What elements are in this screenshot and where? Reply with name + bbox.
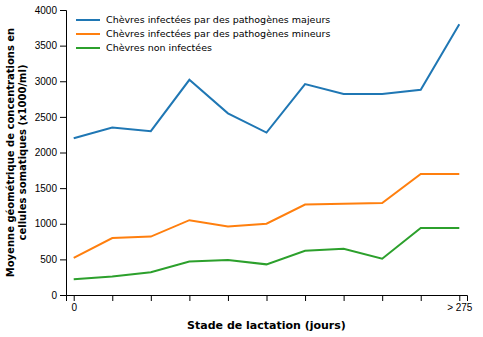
y-tick-mark bbox=[60, 46, 66, 47]
x-axis-line bbox=[67, 296, 468, 302]
chart: 0 > 275 0 500 1000 1500 2000 2500 3000 3500 4000 Ch… bbox=[0, 0, 483, 337]
legend-swatch bbox=[76, 19, 100, 21]
y-tick-label: 2500 bbox=[35, 112, 58, 123]
y-tick: 500 bbox=[40, 254, 66, 265]
x-tick bbox=[267, 295, 268, 301]
x-tick-mark bbox=[344, 295, 345, 301]
legend-label: Chèvres infectées par des pathogènes min… bbox=[106, 28, 331, 39]
y-tick-label: 0 bbox=[51, 290, 57, 301]
series-line bbox=[74, 24, 460, 138]
x-tick-mark bbox=[459, 295, 460, 301]
y-axis-title: Moyenne géométrique de concentrations en… bbox=[5, 28, 28, 277]
legend-swatch bbox=[76, 47, 100, 49]
y-tick-mark bbox=[60, 224, 66, 225]
series-line bbox=[74, 174, 460, 258]
y-tick: 1500 bbox=[35, 183, 66, 194]
legend: Chèvres infectées par des pathogènes maj… bbox=[76, 14, 331, 53]
x-tick-label: > 275 bbox=[447, 302, 473, 313]
x-tick: 0 bbox=[71, 295, 77, 313]
x-tick bbox=[305, 295, 306, 301]
x-axis: 0 > 275 bbox=[67, 295, 473, 313]
legend-item: Chèvres non infectées bbox=[76, 42, 212, 53]
y-tick-label: 2000 bbox=[35, 147, 58, 158]
y-axis-line bbox=[60, 11, 67, 296]
x-tick bbox=[189, 295, 190, 301]
x-tick-label: 0 bbox=[71, 302, 77, 313]
y-tick-label: 1000 bbox=[35, 218, 58, 229]
y-tick-label: 3000 bbox=[35, 76, 58, 87]
x-tick bbox=[344, 295, 345, 301]
x-tick-mark bbox=[382, 295, 383, 301]
legend-label: Chèvres infectées par des pathogènes maj… bbox=[106, 14, 330, 25]
y-tick-mark bbox=[60, 295, 66, 296]
x-axis-title: Stade de lactation (jours) bbox=[187, 319, 346, 332]
y-tick-mark bbox=[60, 153, 66, 154]
y-tick-label: 3500 bbox=[35, 40, 58, 51]
x-tick bbox=[382, 295, 383, 301]
x-tick-mark bbox=[305, 295, 306, 301]
x-tick: > 275 bbox=[447, 295, 473, 313]
legend-item: Chèvres infectées par des pathogènes min… bbox=[76, 28, 331, 39]
y-axis-title-line: Moyenne géométrique de concentrations en bbox=[5, 28, 16, 277]
y-tick-label: 4000 bbox=[35, 5, 58, 16]
legend-label: Chèvres non infectées bbox=[106, 42, 212, 53]
lines bbox=[74, 24, 460, 279]
series-line bbox=[74, 228, 460, 279]
x-tick-mark bbox=[74, 295, 75, 301]
x-tick-mark bbox=[112, 295, 113, 301]
y-tick-label: 500 bbox=[40, 254, 57, 265]
x-tick bbox=[151, 295, 152, 301]
y-tick: 3000 bbox=[35, 76, 66, 87]
legend-swatch bbox=[76, 33, 100, 35]
y-tick-mark bbox=[60, 10, 66, 11]
y-axis: 0 500 1000 1500 2000 2500 3000 3500 4000 bbox=[35, 5, 67, 301]
x-tick bbox=[112, 295, 113, 301]
y-tick-label: 1500 bbox=[35, 183, 58, 194]
x-tick bbox=[421, 295, 422, 301]
x-tick-mark bbox=[421, 295, 422, 301]
y-tick: 4000 bbox=[35, 5, 66, 16]
plot: 0 > 275 0 500 1000 1500 2000 2500 3000 3500 4000 Ch… bbox=[35, 5, 473, 313]
y-tick-mark bbox=[60, 259, 66, 260]
y-tick-mark bbox=[60, 81, 66, 82]
y-axis-title-line: cellules somatiques (x1000/ml) bbox=[17, 65, 28, 241]
y-tick: 2000 bbox=[35, 147, 66, 158]
y-tick-mark bbox=[60, 117, 66, 118]
x-tick-mark bbox=[189, 295, 190, 301]
y-tick: 3500 bbox=[35, 40, 66, 51]
y-tick: 0 bbox=[51, 290, 66, 301]
y-tick-mark bbox=[60, 188, 66, 189]
legend-item: Chèvres infectées par des pathogènes maj… bbox=[76, 14, 330, 25]
x-tick-mark bbox=[267, 295, 268, 301]
y-tick: 2500 bbox=[35, 112, 66, 123]
x-tick bbox=[228, 295, 229, 301]
x-tick-mark bbox=[228, 295, 229, 301]
x-tick-mark bbox=[151, 295, 152, 301]
y-tick: 1000 bbox=[35, 218, 66, 229]
